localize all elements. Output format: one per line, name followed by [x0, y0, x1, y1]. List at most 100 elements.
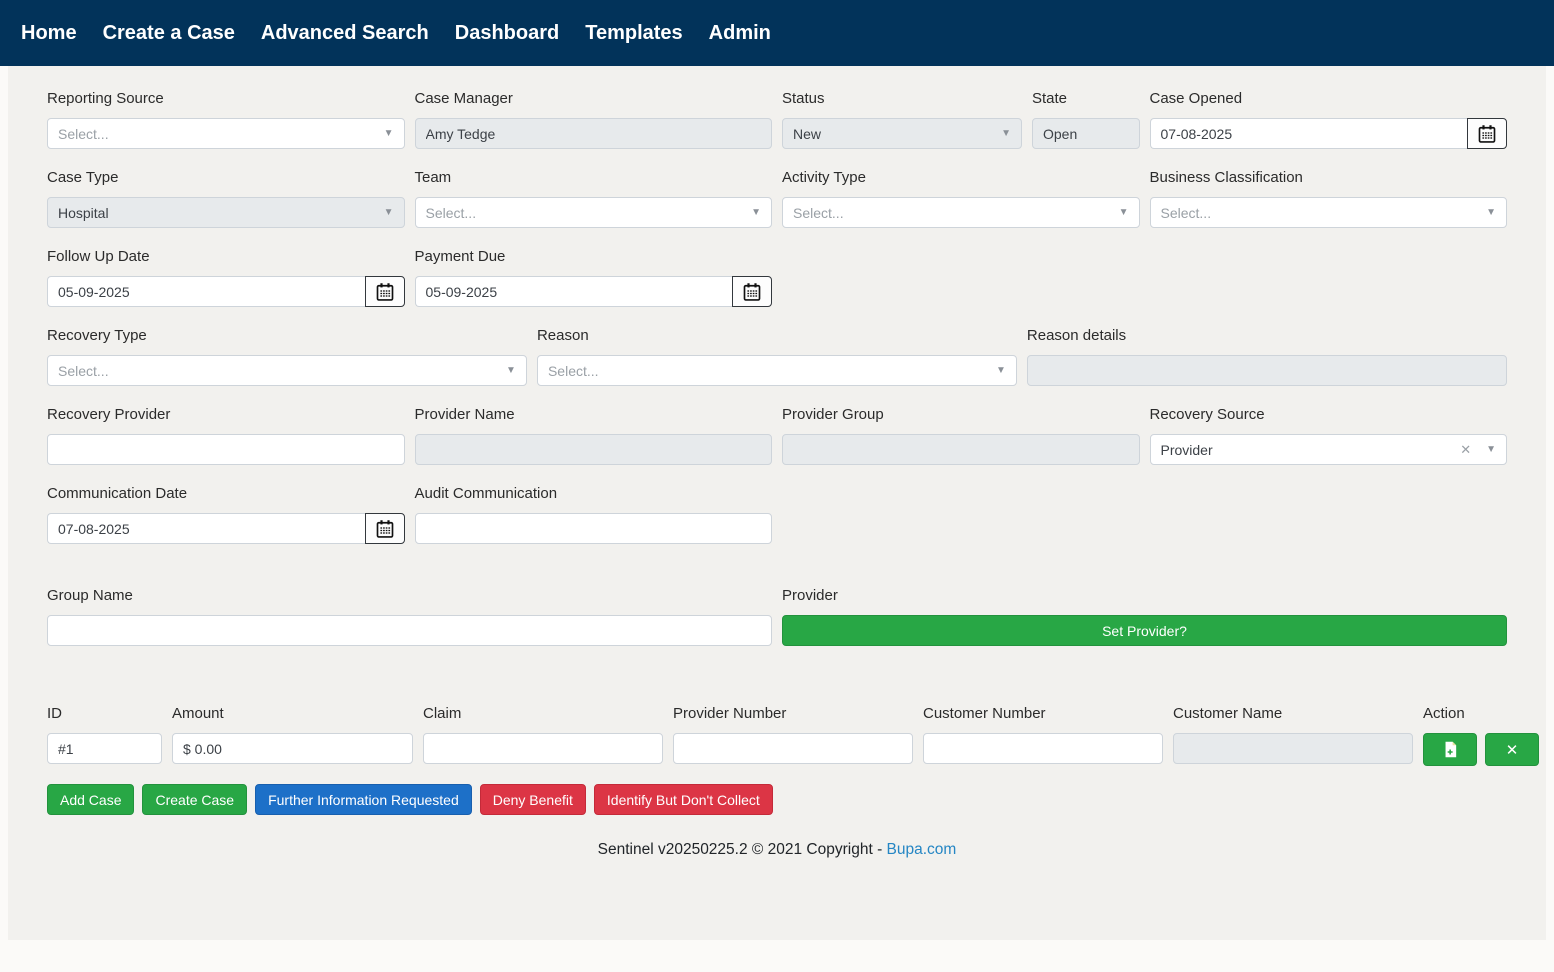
add-case-button[interactable]: Add Case [47, 784, 135, 815]
create-case-button[interactable]: Create Case [142, 784, 248, 815]
status-value: New [793, 125, 822, 142]
recovery-provider-label: Recovery Provider [47, 406, 171, 423]
chevron-down-icon: ▼ [996, 365, 1006, 376]
field-reporting-source: Reporting Source Select... ▼ [47, 88, 405, 149]
payment-due-calendar-button[interactable] [732, 276, 772, 307]
communication-date-calendar-button[interactable] [364, 513, 405, 544]
provider-group-input [782, 434, 1140, 465]
field-group-name: Group Name [47, 585, 772, 646]
deny-benefit-button[interactable]: Deny Benefit [479, 784, 586, 815]
form-row-1: Reporting Source Select... ▼ Case Manage… [47, 88, 1507, 149]
claim-customer-number-input[interactable] [923, 733, 1163, 764]
claim-id-label: ID [47, 705, 62, 722]
activity-type-label: Activity Type [782, 169, 866, 186]
nav-item-create-a-case[interactable]: Create a Case [102, 22, 235, 44]
remove-claim-button[interactable]: ✕ [1485, 733, 1539, 766]
form-row-3: Follow Up Date [47, 246, 1507, 307]
team-label: Team [414, 169, 452, 186]
claim-amount-input[interactable] [172, 733, 413, 764]
field-recovery-source: Recovery Source Provider ✕ ▼ [1149, 404, 1507, 465]
team-select[interactable]: Select... ▼ [414, 197, 772, 228]
business-classification-label: Business Classification [1149, 169, 1303, 186]
recovery-source-value: Provider [1160, 441, 1213, 458]
field-claim-action: Action ✕ [1423, 703, 1539, 766]
field-claim-customer-name: Customer Name [1173, 703, 1413, 766]
field-claim-provider-number: Provider Number [673, 703, 913, 766]
payment-due-label: Payment Due [414, 248, 506, 265]
reporting-source-placeholder: Select... [58, 125, 109, 142]
nav-item-advanced-search[interactable]: Advanced Search [260, 22, 429, 44]
field-provider-group: Provider Group [782, 404, 1140, 465]
claim-number-input[interactable] [423, 733, 663, 764]
calendar-icon [743, 282, 761, 301]
case-opened-input[interactable] [1149, 118, 1467, 149]
form-row-6: Communication Date [47, 483, 1507, 544]
claim-customer-name-input [1173, 733, 1413, 764]
payment-due-input[interactable] [414, 276, 732, 307]
actions-bar: Add Case Create Case Further Information… [47, 784, 1507, 815]
follow-up-dategroup [47, 276, 405, 307]
field-status-state: Status New ▼ State [782, 88, 1140, 149]
recovery-source-select[interactable]: Provider ✕ ▼ [1149, 434, 1507, 465]
form-row-4: Recovery Type Select... ▼ Reason Select.… [47, 325, 1507, 386]
field-payment-due: Payment Due [414, 246, 772, 307]
provider-name-label: Provider Name [414, 406, 515, 423]
bupa-link[interactable]: Bupa.com [886, 841, 957, 858]
reason-select[interactable]: Select... ▼ [536, 355, 1017, 386]
claim-row: ID Amount Claim Provider Number Customer… [47, 703, 1539, 766]
field-claim-id: ID [47, 703, 162, 766]
state-label: State [1032, 90, 1068, 107]
calendar-icon [1478, 124, 1496, 143]
identify-but-dont-collect-button[interactable]: Identify But Don't Collect [593, 784, 773, 815]
follow-up-date-calendar-button[interactable] [364, 276, 405, 307]
clear-icon[interactable]: ✕ [1460, 441, 1472, 457]
case-manager-label: Case Manager [414, 90, 513, 107]
audit-communication-input[interactable] [414, 513, 772, 544]
chevron-down-icon: ▼ [1486, 207, 1496, 218]
chevron-down-icon: ▼ [1001, 128, 1011, 139]
audit-communication-label: Audit Communication [414, 485, 558, 502]
business-classification-select[interactable]: Select... ▼ [1149, 197, 1507, 228]
recovery-source-label: Recovery Source [1149, 406, 1265, 423]
communication-dategroup [47, 513, 405, 544]
field-provider-name: Provider Name [414, 404, 772, 465]
attach-document-button[interactable] [1423, 733, 1477, 766]
nav-item-dashboard[interactable]: Dashboard [454, 22, 560, 44]
field-business-classification: Business Classification Select... ▼ [1149, 167, 1507, 228]
case-form: Reporting Source Select... ▼ Case Manage… [8, 66, 1546, 940]
follow-up-date-input[interactable] [47, 276, 365, 307]
top-nav: Home Create a Case Advanced Search Dashb… [0, 0, 1554, 66]
claim-id-input[interactable] [47, 733, 162, 764]
form-row-5: Recovery Provider Provider Name Provider… [47, 404, 1507, 465]
provider-label: Provider [782, 587, 838, 604]
reason-details-label: Reason details [1026, 327, 1127, 344]
nav-item-admin[interactable]: Admin [708, 22, 771, 44]
recovery-type-placeholder: Select... [58, 362, 109, 379]
close-icon: ✕ [1505, 741, 1519, 759]
activity-type-select[interactable]: Select... ▼ [782, 197, 1140, 228]
provider-group-label: Provider Group [782, 406, 884, 423]
field-provider: Provider Set Provider? [782, 585, 1507, 646]
recovery-provider-input[interactable] [47, 434, 405, 465]
claim-action-buttons: ✕ [1423, 733, 1539, 766]
nav-item-home[interactable]: Home [21, 22, 77, 44]
chevron-down-icon: ▼ [383, 207, 394, 218]
reporting-source-label: Reporting Source [47, 90, 164, 107]
field-recovery-provider: Recovery Provider [47, 404, 405, 465]
field-communication-date: Communication Date [47, 483, 405, 544]
claim-provider-number-input[interactable] [673, 733, 913, 764]
field-status: Status New ▼ [782, 88, 1022, 149]
claim-number-label: Claim [423, 705, 462, 722]
recovery-type-select[interactable]: Select... ▼ [47, 355, 527, 386]
case-opened-calendar-button[interactable] [1467, 118, 1507, 149]
case-type-select: Hospital ▼ [47, 197, 405, 228]
set-provider-button[interactable]: Set Provider? [782, 615, 1507, 646]
reporting-source-select[interactable]: Select... ▼ [47, 118, 405, 149]
nav-item-templates[interactable]: Templates [585, 22, 683, 44]
group-name-input[interactable] [47, 615, 772, 646]
further-information-requested-button[interactable]: Further Information Requested [255, 784, 472, 815]
field-case-opened: Case Opened [1149, 88, 1507, 149]
field-claim-amount: Amount [172, 703, 413, 766]
communication-date-input[interactable] [47, 513, 365, 544]
state-input [1032, 118, 1140, 149]
